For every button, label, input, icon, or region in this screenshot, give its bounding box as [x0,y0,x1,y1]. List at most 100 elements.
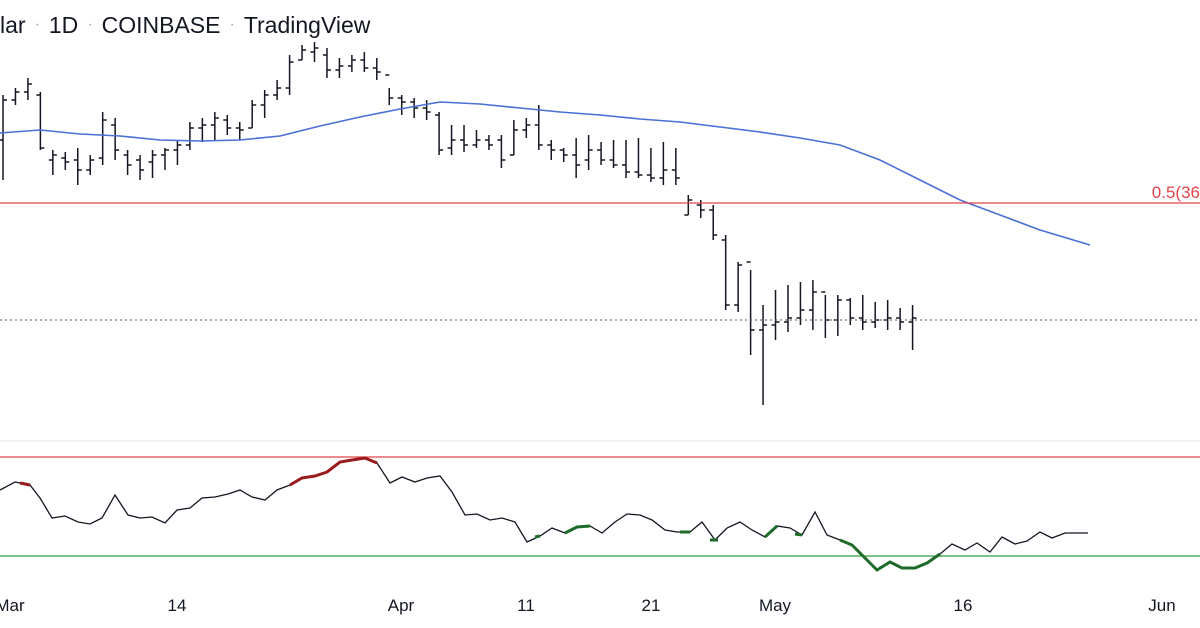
ohlc-bar [36,92,45,150]
ohlc-bar [235,122,244,140]
ohlc-bar [335,58,344,78]
overbought-segment [289,456,378,487]
ohlc-bar [634,138,643,178]
ohlc-bar [559,148,568,162]
header-separator: · [87,16,93,33]
ohlc-bar [123,150,132,175]
x-tick-label: May [758,596,792,615]
ohlc-bar [285,55,294,95]
overbought-segment [19,481,31,487]
fib-level-label: 0.5(36 [1151,183,1200,202]
ohlc-bar [0,95,7,180]
ohlc-bar [86,155,95,175]
ohlc-bar [721,235,730,310]
ohlc-bar [671,148,680,185]
ohlc-bar [659,142,668,185]
header-separator: · [229,16,235,33]
ohlc-bar [435,112,444,155]
ohlc-bar [347,55,356,72]
interval-label[interactable]: 1D [48,11,79,38]
oscillator-panel [0,456,1200,572]
ohlc-bar [821,291,830,338]
ohlc-bar [534,105,543,150]
ohlc-bar [11,88,20,105]
ohlc-bar [609,140,618,168]
ohlc-bar [622,140,630,178]
ohlc-bar [572,138,581,178]
ohlc-bar [684,195,693,216]
ohlc-bar [23,78,32,100]
ohlc-bar [98,112,107,165]
x-tick-label: Apr [387,596,415,615]
ohlc-bar [497,135,506,168]
oversold-segment [763,524,779,539]
ohlc-bar [771,290,780,340]
oversold-segment [564,524,591,535]
ohlc-bar [111,118,120,160]
ohlc-bar [136,155,145,180]
ohlc-bar [871,302,880,328]
ohlc-bar [360,52,369,72]
x-tick-label: 11 [517,596,535,615]
chart-header: lar · 1D · COINBASE · TradingView [0,8,370,42]
ohlc-bar [746,261,755,355]
ohlc-bar [646,148,655,182]
ohlc-bar [883,300,892,330]
ohlc-bar [734,262,743,312]
ohlc-bar [447,125,456,155]
brand-label: TradingView [243,11,371,38]
ohlc-bar [310,42,319,62]
ohlc-bar [397,95,406,115]
ohlc-bar [61,152,70,170]
oversold-segment [534,534,541,539]
x-tick-label: Mar [0,596,25,615]
ohlc-bar [833,295,842,336]
ohlc-bar [808,280,817,330]
ohlc-bar [173,140,182,165]
ohlc-bar [547,140,556,160]
x-tick-label: 14 [167,596,187,615]
exchange-label: COINBASE [101,11,221,38]
ohlc-bar [484,135,493,150]
ohlc-bar [148,150,157,178]
ohlc-bar [185,122,194,150]
moving-average-line [0,101,1091,246]
ohlc-bar [385,74,394,105]
ohlc-bar [896,308,905,330]
x-tick-label: 16 [953,596,973,615]
ohlc-bar [846,298,855,325]
oversold-segment [794,532,803,537]
ohlc-bar [260,90,269,118]
ohlc-bar [783,285,792,332]
ohlc-bar [298,45,307,61]
ohlc-bar [248,100,257,129]
header-separator: · [34,16,40,33]
ohlc-bar [472,130,481,148]
ohlc-bar [759,305,768,405]
ohlc-bar [198,118,207,142]
ohlc-bar [223,115,232,135]
oversold-segment [839,538,941,572]
ohlc-bar [460,125,469,152]
ohlc-bar [709,205,718,240]
ohlc-bar [597,142,606,165]
ohlc-bar [73,148,82,185]
ohlc-bar [322,48,331,78]
ohlc-bar [372,58,381,80]
ohlc-bar [584,135,593,170]
price-panel [0,42,1200,405]
ohlc-bar [509,120,518,156]
ohlc-bar [858,295,867,330]
ohlc-bar [422,100,431,120]
ohlc-bar [273,80,282,100]
ohlc-bar [48,150,57,175]
ohlc-bar [210,112,219,140]
ohlc-bar [908,305,917,350]
ohlc-bars [0,42,917,405]
ohlc-bar [160,148,169,170]
x-tick-label: Jun [1148,596,1176,615]
ohlc-bar [522,118,531,138]
ohlc-bar [796,282,805,325]
symbol-name[interactable]: lar [0,11,26,38]
